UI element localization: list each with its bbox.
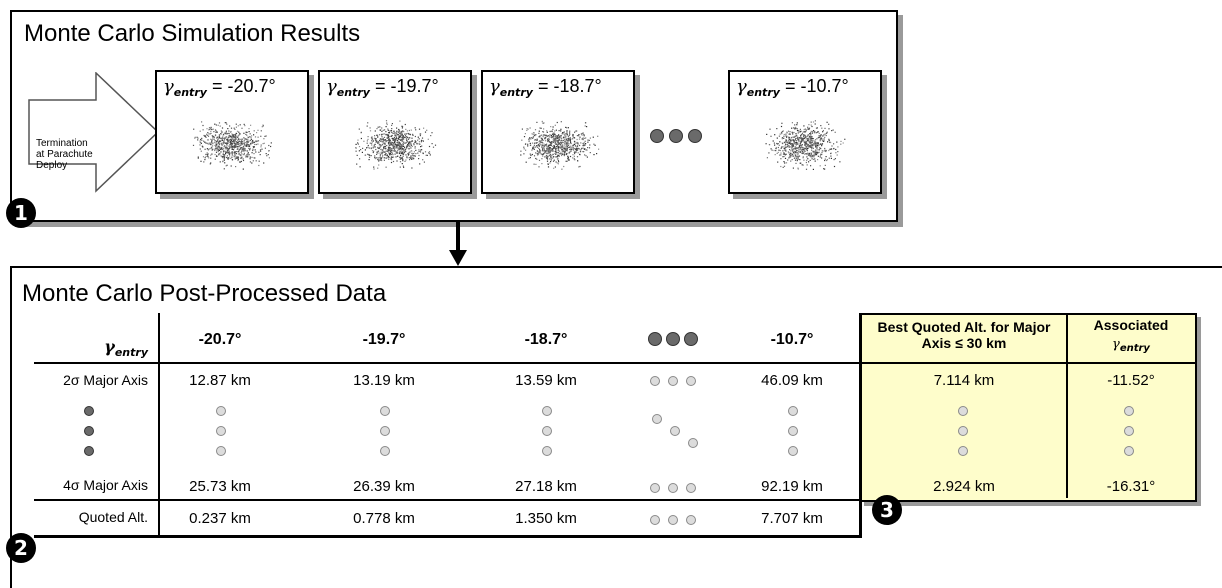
- sim-box-title: γentry = -19.7°: [326, 76, 439, 99]
- sim-box-1: γentry = -20.7°: [155, 70, 309, 194]
- sim-box-4: γentry = -10.7°: [728, 70, 882, 194]
- column-header: -20.7°: [198, 331, 242, 348]
- best-quoted-alt-2sigma: 7.114 km: [933, 372, 995, 389]
- gamma-entry-header: γentry: [104, 337, 148, 359]
- assoc-gamma-4sigma: -16.31°: [1106, 478, 1156, 495]
- ellipsis-dot: [666, 332, 680, 346]
- assoc-gamma-2sigma: -11.52°: [1107, 372, 1155, 389]
- ellipsis-dot: [216, 426, 226, 436]
- ellipsis-dot: [684, 332, 698, 346]
- sim-box-2: γentry = -19.7°: [318, 70, 472, 194]
- ellipsis-dot: [650, 376, 660, 386]
- table-cell: 0.778 km: [353, 510, 415, 527]
- row-label: Quoted Alt.: [78, 509, 148, 525]
- ellipsis-dot: [670, 426, 680, 436]
- ellipsis-dot: [1124, 446, 1134, 456]
- ellipsis-dot: [84, 426, 94, 436]
- table-cell: 0.237 km: [189, 510, 251, 527]
- table-cell: 26.39 km: [353, 478, 415, 495]
- table-cell: 12.87 km: [189, 372, 251, 389]
- simulation-results-panel: Monte Carlo Simulation Results Terminati…: [10, 10, 898, 222]
- arrow-label: Termination at Parachute Deploy: [36, 138, 93, 171]
- header-divider: [34, 362, 860, 364]
- ellipsis-dot: [788, 446, 798, 456]
- table-cell: 13.59 km: [515, 372, 577, 389]
- ellipsis-dot: [542, 406, 552, 416]
- ellipsis-dot: [958, 406, 968, 416]
- panel-2-title: Monte Carlo Post-Processed Data: [22, 280, 387, 307]
- table-cell: 46.09 km: [761, 372, 823, 389]
- table-cell: 13.19 km: [353, 372, 415, 389]
- column-header: -10.7°: [770, 331, 814, 348]
- badge-2: 2: [6, 533, 36, 563]
- ellipsis-dot: [958, 426, 968, 436]
- ellipsis-dot: [380, 406, 390, 416]
- sim-box-title: γentry = -18.7°: [489, 76, 602, 99]
- badge-3: 3: [872, 495, 902, 525]
- scatter-plot: [520, 120, 600, 170]
- ellipsis-dot: [650, 483, 660, 493]
- ellipsis-dot: [648, 332, 662, 346]
- row-label-divider: [158, 313, 160, 535]
- ellipsis-dot: [84, 446, 94, 456]
- panel-1-title: Monte Carlo Simulation Results: [24, 20, 361, 47]
- best-quoted-alt-4sigma: 2.924 km: [933, 478, 995, 495]
- ellipsis-dot: [652, 414, 662, 424]
- ellipsis-dot: [216, 406, 226, 416]
- ellipsis-dot: [1124, 406, 1134, 416]
- ellipsis-dot: [84, 406, 94, 416]
- column-header: -19.7°: [362, 331, 406, 348]
- ellipsis-dot: [788, 426, 798, 436]
- sim-box-title: γentry = -20.7°: [163, 76, 276, 99]
- best-quoted-alt-header: Best Quoted Alt. for Major Axis ≤ 30 km: [877, 319, 1051, 351]
- table-cell: 27.18 km: [515, 478, 577, 495]
- ellipsis-dot: [380, 446, 390, 456]
- ellipsis-dot: [668, 483, 678, 493]
- scatter-plot: [192, 121, 272, 170]
- table-cell: 7.707 km: [761, 510, 823, 527]
- results-header-divider: [860, 362, 1195, 364]
- ellipsis-dot: [669, 129, 683, 143]
- associated-gamma-header: Associated γentry: [1093, 317, 1169, 354]
- sim-box-3: γentry = -18.7°: [481, 70, 635, 194]
- column-header: -18.7°: [524, 331, 568, 348]
- sim-box-title: γentry = -10.7°: [736, 76, 849, 99]
- ellipsis-dot: [958, 446, 968, 456]
- row-label: 4σ Major Axis: [63, 477, 148, 493]
- ellipsis-dot: [688, 438, 698, 448]
- ellipsis-dot: [542, 426, 552, 436]
- down-arrow-icon: [449, 220, 467, 266]
- ellipsis-dot: [686, 483, 696, 493]
- ellipsis-dot: [686, 515, 696, 525]
- ellipsis-dot: [688, 129, 702, 143]
- row-label: 2σ Major Axis: [63, 372, 148, 388]
- ellipsis-dot: [668, 515, 678, 525]
- scatter-plot: [355, 120, 437, 170]
- results-column-divider: [1066, 313, 1068, 498]
- termination-arrow: [28, 72, 160, 193]
- ellipsis-dot: [650, 129, 664, 143]
- ellipsis-dot: [380, 426, 390, 436]
- table-cell: 92.19 km: [761, 478, 823, 495]
- table-cell: 25.73 km: [189, 478, 251, 495]
- ellipsis-dot: [788, 406, 798, 416]
- ellipsis-dot: [1124, 426, 1134, 436]
- row-divider: [34, 499, 860, 501]
- ellipsis-dot: [668, 376, 678, 386]
- ellipsis-dot: [216, 446, 226, 456]
- ellipsis-dot: [686, 376, 696, 386]
- ellipsis-dot: [650, 515, 660, 525]
- table-cell: 1.350 km: [515, 510, 577, 527]
- ellipsis-dot: [542, 446, 552, 456]
- best-results-panel: [860, 313, 1197, 502]
- badge-1: 1: [6, 198, 36, 228]
- scatter-plot: [765, 120, 846, 170]
